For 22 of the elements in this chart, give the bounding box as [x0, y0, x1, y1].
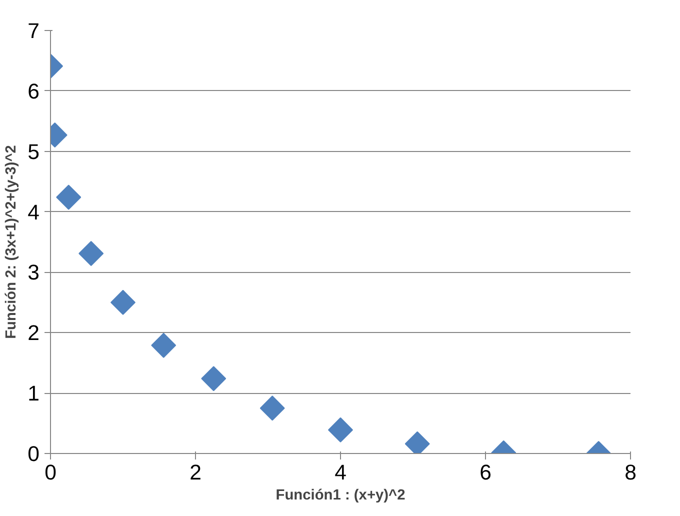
y-tick-label: 6 [28, 79, 40, 104]
x-tick-label: 0 [44, 460, 57, 484]
point [78, 240, 104, 266]
point [151, 332, 176, 358]
point [110, 290, 136, 315]
x-tick-label: 2 [190, 460, 202, 484]
point [56, 184, 82, 210]
y-tick-label: 0 [28, 442, 40, 466]
y-tick-label: 2 [28, 321, 40, 346]
point [201, 366, 226, 392]
x-tick-label: 4 [334, 460, 347, 484]
y-tick-label: 7 [28, 19, 40, 43]
x-axis-title: Función1 : (x+y)^2 [276, 488, 406, 504]
point [260, 396, 285, 421]
y-tick-label: 1 [28, 382, 40, 406]
y-axis-title: Función 2: (3x+1)^2+(y-3)^2 [4, 145, 20, 339]
point [328, 417, 354, 442]
x-tick-label: 8 [624, 460, 636, 484]
y-tick-label: 5 [28, 140, 40, 164]
y-tick-label: 3 [28, 260, 40, 285]
x-tick-label: 6 [480, 460, 492, 484]
y-tick-label: 4 [28, 200, 40, 224]
